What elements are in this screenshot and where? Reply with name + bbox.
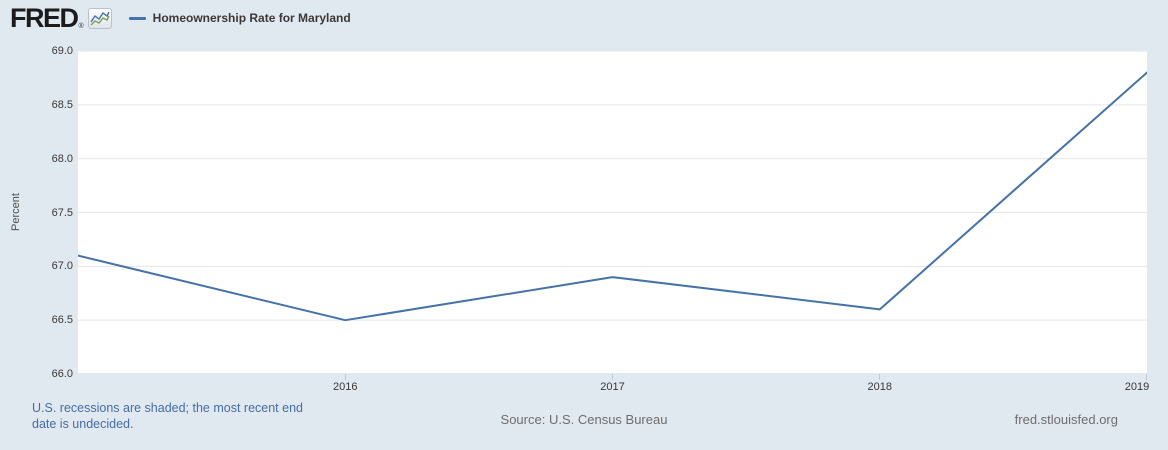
- x-axis-tick: [879, 374, 881, 380]
- source-note: Source: U.S. Census Bureau: [500, 412, 668, 427]
- recession-note: U.S. recessions are shaded; the most rec…: [32, 401, 303, 431]
- y-tick-label: 69.0: [51, 45, 73, 57]
- y-tick-label: 67.0: [51, 260, 73, 273]
- x-tick-label: 2019: [1124, 381, 1150, 393]
- header: FRED ® Homeownership Rate for Maryland: [10, 4, 351, 32]
- y-tick-label: 66.5: [51, 314, 73, 327]
- line-chart-svg: [78, 51, 1147, 374]
- x-axis-tick: [612, 374, 613, 380]
- x-tick-label: 2016: [333, 381, 358, 393]
- fred-logo[interactable]: FRED: [10, 3, 79, 33]
- plot-area[interactable]: [78, 51, 1147, 374]
- fred-sparkline-icon: [87, 7, 112, 29]
- x-axis-tick: [344, 374, 346, 380]
- y-tick-label: 66.0: [51, 368, 73, 380]
- registered-trademark: ®: [78, 23, 84, 30]
- y-tick-label: 68.0: [51, 152, 73, 165]
- y-tick-label: 67.5: [51, 206, 73, 219]
- y-tick-label: 68.5: [51, 98, 73, 111]
- x-axis-tick: [1145, 374, 1147, 380]
- sparkline-icon-svg: [90, 11, 110, 26]
- data-series-line: [78, 71, 1147, 322]
- legend-line-marker: [128, 16, 146, 20]
- x-tick-label: 2018: [867, 381, 892, 393]
- site-link[interactable]: fred.stlouisfed.org: [1014, 412, 1118, 427]
- x-tick-label: 2017: [600, 381, 625, 393]
- series-title: Homeownership Rate for Maryland: [152, 11, 351, 25]
